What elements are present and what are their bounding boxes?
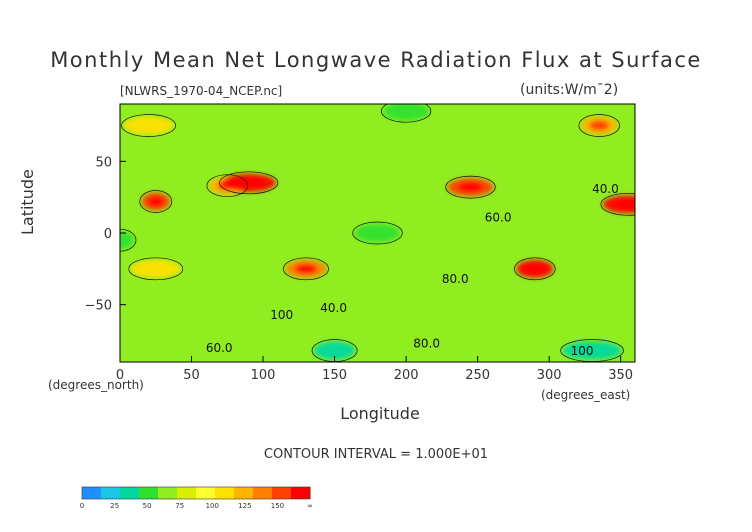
contour-label: 40.0 xyxy=(592,182,619,196)
x-tick-label: 100 xyxy=(251,368,276,383)
colorbar-tick-label: 50 xyxy=(143,502,152,510)
colorbar-swatch xyxy=(101,487,121,499)
contour-line-2 xyxy=(139,190,173,213)
contour-line-4 xyxy=(219,171,279,195)
heatmap-core-6 xyxy=(294,263,318,274)
colorbar-swatch xyxy=(158,487,178,499)
dataset-filename: [NLWRS_1970-04_NCEP.nc] xyxy=(120,84,283,98)
contour-line-3 xyxy=(206,174,249,198)
x-tick-label: 150 xyxy=(322,368,347,383)
x-tick-label: 250 xyxy=(465,368,490,383)
contour-line-12 xyxy=(380,104,432,123)
colorbar-swatch xyxy=(177,487,197,499)
heatmap-core-9 xyxy=(614,199,635,210)
contour-line-5 xyxy=(128,257,184,281)
colorbar-frame xyxy=(81,486,311,500)
heatmap-region-13 xyxy=(313,341,356,360)
colorbar-swatch xyxy=(234,487,254,499)
x-tick-label: 300 xyxy=(537,368,562,383)
colorbar-tick-label: 125 xyxy=(238,502,251,510)
contour-label: 100 xyxy=(571,344,594,358)
x-tick-label: 200 xyxy=(394,368,419,383)
contour-interval-note: CONTOUR INTERVAL = 1.000E+01 xyxy=(263,447,489,462)
x-tick-label: 50 xyxy=(183,368,200,383)
colorbar-tick-label: 75 xyxy=(175,502,184,510)
colorbar-swatch xyxy=(272,487,292,499)
y-tick-label: 0 xyxy=(104,227,112,242)
contour-label: 40.0 xyxy=(320,301,347,315)
colorbar-tick-label: 100 xyxy=(206,502,219,510)
heatmap-region-11 xyxy=(123,116,174,135)
heatmap-core-4 xyxy=(233,177,264,188)
contour-label: 60.0 xyxy=(206,341,233,355)
heatmap-region-14 xyxy=(562,341,622,360)
contour-line-11 xyxy=(121,114,176,137)
colorbar-swatch xyxy=(120,487,140,499)
x-axis-unit: (degrees_east) xyxy=(541,388,631,402)
contour-label: 100 xyxy=(270,308,293,322)
contour-label: 60.0 xyxy=(485,211,512,225)
colorbar-swatch xyxy=(139,487,159,499)
colorbar-swatch xyxy=(291,487,311,499)
contour-line-7 xyxy=(445,175,496,199)
heatmap-region-1 xyxy=(354,224,401,242)
contour-line-9 xyxy=(600,192,635,216)
colorbar-tick-label: ∞ xyxy=(307,502,313,510)
y-axis-unit: (degrees_north) xyxy=(48,378,144,392)
heatmap-core-10 xyxy=(589,120,610,131)
heatmap-region-5 xyxy=(130,259,181,278)
contour-line-10 xyxy=(578,114,620,137)
colorbar-tick-label: 25 xyxy=(110,502,119,510)
y-axis-title: Latitude xyxy=(18,169,37,235)
y-tick-label: 50 xyxy=(95,155,112,170)
colorbar-swatch xyxy=(253,487,273,499)
x-axis-title: Longitude xyxy=(340,404,420,423)
units-label: (units:W/m¯2) xyxy=(520,82,619,98)
contour-line-0 xyxy=(120,228,137,252)
colorbar-tick-label: 150 xyxy=(271,502,284,510)
heatmap-core-8 xyxy=(524,263,545,274)
heatmap-region-12 xyxy=(383,104,429,121)
colorbar-swatch xyxy=(196,487,216,499)
contour-label: 80.0 xyxy=(442,272,469,286)
heatmap-core-2 xyxy=(148,196,164,207)
contour-line-8 xyxy=(514,257,556,281)
chart-title: Monthly Mean Net Longwave Radiation Flux… xyxy=(50,48,702,72)
contour-line-1 xyxy=(352,221,403,245)
x-tick-label: 0 xyxy=(116,368,124,383)
colorbar-tick-label: 0 xyxy=(80,502,84,510)
colorbar-swatch xyxy=(215,487,235,499)
x-tick-label: 350 xyxy=(608,368,633,383)
y-tick-label: −50 xyxy=(85,299,112,314)
contour-label: 80.0 xyxy=(413,337,440,351)
colorbar-swatch xyxy=(82,487,102,499)
contour-line-6 xyxy=(283,257,329,281)
heatmap-region-0 xyxy=(120,231,134,250)
heatmap-core-7 xyxy=(457,182,484,193)
